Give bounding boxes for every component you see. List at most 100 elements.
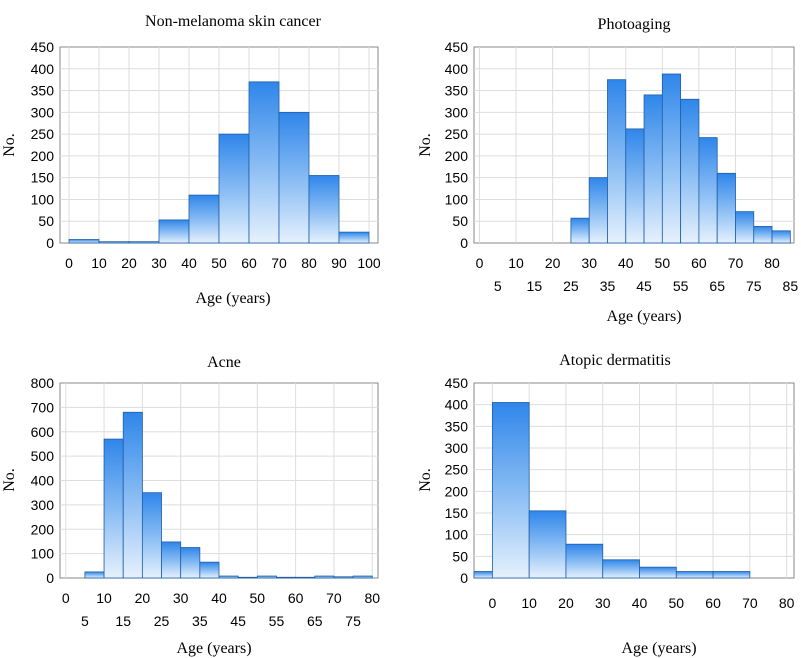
histogram-bar bbox=[103, 438, 124, 579]
histogram-bar bbox=[735, 211, 755, 244]
y-axis-label: No. bbox=[417, 133, 434, 157]
y-tick-label: 800 bbox=[31, 375, 55, 391]
histogram-bar bbox=[141, 492, 162, 579]
x-axis-label: Age (years) bbox=[176, 640, 251, 657]
chart-atopic-dermatitis: Atopic dermatitis 0501001502002503003504… bbox=[417, 352, 795, 657]
x-tick-label: 0 bbox=[65, 255, 73, 271]
histogram-bar bbox=[98, 241, 130, 244]
y-tick-label: 0 bbox=[46, 235, 54, 251]
histogram-bar bbox=[218, 133, 250, 244]
x-tick-label: 85 bbox=[783, 278, 799, 294]
histogram-bar bbox=[314, 575, 335, 579]
histogram-bar bbox=[158, 219, 190, 244]
chart-title: Non-melanoma skin cancer bbox=[145, 13, 322, 30]
x-tick-label: 5 bbox=[81, 613, 89, 629]
x-tick-label: 35 bbox=[192, 613, 208, 629]
y-tick-label: 50 bbox=[452, 213, 468, 229]
y-tick-label: 50 bbox=[38, 213, 54, 229]
histogram-bar bbox=[528, 510, 567, 579]
x-tick-label: 50 bbox=[655, 255, 671, 271]
histogram-bar bbox=[84, 571, 105, 579]
x-tick-label: 100 bbox=[357, 255, 381, 271]
bars bbox=[570, 73, 791, 244]
chart-non-melanoma: Non-melanoma skin cancer 050100150200250… bbox=[1, 13, 381, 307]
histogram-bar bbox=[68, 239, 100, 244]
y-tick-label: 400 bbox=[31, 473, 55, 489]
x-tick-label: 75 bbox=[345, 613, 361, 629]
y-tick-label: 350 bbox=[31, 83, 55, 99]
histogram-bar bbox=[248, 81, 280, 244]
x-tick-label: 70 bbox=[271, 255, 287, 271]
y-tick-labels: 0 50 100 150 200 250 300 350 400 450 bbox=[31, 39, 55, 251]
x-tick-label: 50 bbox=[669, 595, 685, 611]
y-tick-label: 300 bbox=[445, 440, 469, 456]
histogram-bar bbox=[643, 94, 663, 244]
x-tick-label: 80 bbox=[301, 255, 317, 271]
x-tick-label: 30 bbox=[151, 255, 167, 271]
y-tick-label: 100 bbox=[445, 527, 469, 543]
y-tick-label: 300 bbox=[31, 497, 55, 513]
y-tick-label: 400 bbox=[445, 397, 469, 413]
histogram-bar bbox=[491, 402, 530, 579]
y-tick-label: 200 bbox=[31, 521, 55, 537]
x-tick-label: 0 bbox=[476, 255, 484, 271]
bars bbox=[473, 402, 751, 579]
x-tick-label: 70 bbox=[728, 255, 744, 271]
y-tick-label: 250 bbox=[445, 126, 469, 142]
x-tick-labels: 0 10 20 30 40 50 60 70 80 bbox=[488, 595, 794, 611]
y-axis-label: No. bbox=[1, 133, 18, 157]
x-tick-label: 10 bbox=[521, 595, 537, 611]
histogram-bar bbox=[639, 566, 677, 579]
histogram-bar bbox=[188, 194, 220, 244]
y-tick-label: 450 bbox=[445, 375, 469, 391]
y-tick-label: 600 bbox=[31, 424, 55, 440]
y-tick-label: 200 bbox=[445, 148, 469, 164]
histogram-bar bbox=[698, 137, 718, 244]
y-tick-label: 0 bbox=[460, 570, 468, 586]
x-tick-label: 35 bbox=[600, 278, 616, 294]
bars bbox=[84, 411, 373, 579]
x-axis-label: Age (years) bbox=[195, 290, 270, 307]
x-tick-label: 75 bbox=[746, 278, 762, 294]
histogram-bar bbox=[338, 231, 370, 244]
histogram-bar bbox=[276, 576, 297, 579]
histogram-bar bbox=[602, 559, 640, 579]
x-tick-label: 70 bbox=[326, 590, 342, 606]
x-tick-label: 50 bbox=[211, 255, 227, 271]
histogram-bar bbox=[753, 226, 773, 244]
x-tick-label: 65 bbox=[307, 613, 323, 629]
histogram-bar bbox=[237, 576, 258, 579]
x-tick-label: 25 bbox=[154, 613, 170, 629]
x-tick-label: 65 bbox=[709, 278, 725, 294]
y-tick-label: 250 bbox=[31, 126, 55, 142]
y-tick-label: 500 bbox=[31, 448, 55, 464]
y-tick-label: 250 bbox=[445, 462, 469, 478]
y-tick-label: 300 bbox=[445, 104, 469, 120]
histogram-bar bbox=[218, 575, 239, 579]
histogram-bar bbox=[278, 111, 310, 244]
x-tick-label: 40 bbox=[632, 595, 648, 611]
x-tick-label: 10 bbox=[508, 255, 524, 271]
y-axis-label: No. bbox=[1, 468, 18, 492]
y-tick-labels: 0 100 200 300 400 500 600 700 800 bbox=[31, 375, 55, 586]
x-tick-label: 30 bbox=[595, 595, 611, 611]
histogram-bar bbox=[771, 230, 791, 244]
histogram-bar bbox=[716, 172, 736, 244]
x-tick-label: 0 bbox=[62, 590, 70, 606]
histogram-bar bbox=[308, 175, 340, 244]
x-tick-label: 20 bbox=[121, 255, 137, 271]
y-tick-label: 200 bbox=[445, 483, 469, 499]
y-tick-label: 450 bbox=[445, 39, 469, 55]
y-tick-label: 300 bbox=[31, 104, 55, 120]
x-tick-label: 80 bbox=[779, 595, 795, 611]
histogram-bar bbox=[352, 575, 373, 579]
x-tick-label: 55 bbox=[673, 278, 689, 294]
x-tick-label: 40 bbox=[618, 255, 634, 271]
x-tick-label: 20 bbox=[558, 595, 574, 611]
histogram-bar bbox=[122, 411, 143, 579]
histogram-bar bbox=[607, 79, 627, 244]
y-tick-label: 100 bbox=[445, 191, 469, 207]
histogram-bar bbox=[333, 576, 354, 579]
